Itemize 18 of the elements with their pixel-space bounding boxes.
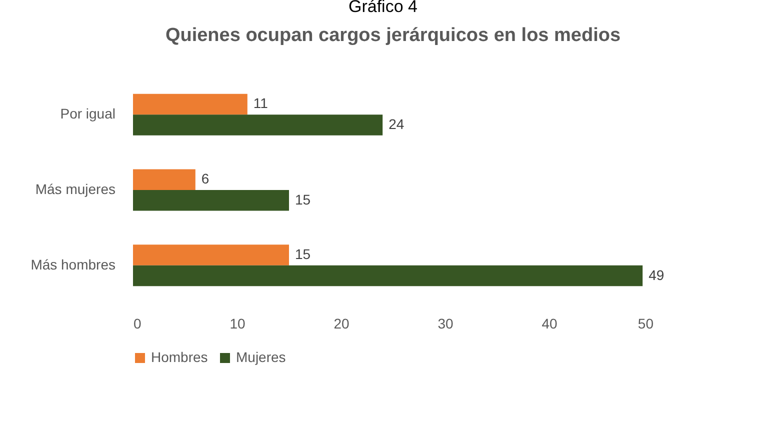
data-label: 15: [295, 191, 311, 208]
x-tick-label: 50: [638, 316, 654, 332]
chart-title: Quienes ocupan cargos jerárquicos en los medios: [165, 25, 621, 46]
x-tick-label: 0: [134, 316, 142, 332]
y-tick-label: Más mujeres: [35, 181, 116, 197]
x-tick-label: 40: [542, 316, 558, 332]
legend-label: Hombres: [151, 349, 208, 365]
y-tick-label: Más hombres: [30, 256, 116, 272]
data-label: 49: [648, 266, 664, 283]
x-tick-label: 30: [438, 316, 454, 332]
data-label: 15: [295, 246, 311, 262]
data-label: 6: [201, 170, 210, 187]
data-label: 11: [253, 95, 268, 112]
x-tick-label: 10: [230, 316, 246, 332]
legend-label: Mujeres: [236, 349, 286, 365]
y-tick-label: Por igual: [60, 106, 116, 122]
x-tick-label: 20: [334, 316, 350, 332]
data-label: 24: [388, 116, 404, 132]
